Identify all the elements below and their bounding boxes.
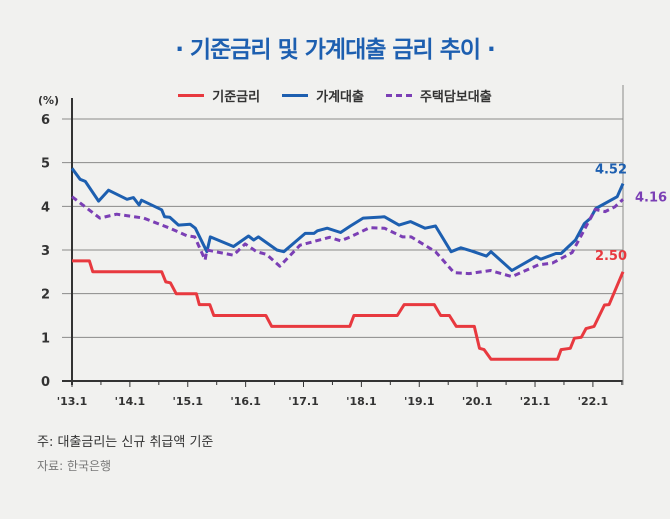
x-tick-label: '22.1 — [578, 395, 609, 408]
y-tick-label: 0 — [41, 375, 50, 390]
end-value-label: 4.16 — [635, 190, 667, 205]
x-tick-label: '21.1 — [520, 395, 551, 408]
y-tick-label: 4 — [41, 200, 50, 215]
x-tick-label: '13.1 — [57, 395, 88, 408]
series-line-3 — [71, 195, 625, 279]
end-value-label: 4.52 — [595, 163, 627, 178]
legend-swatch — [282, 94, 309, 97]
legend-swatch — [385, 94, 412, 97]
x-tick-label: '19.1 — [404, 395, 435, 408]
series-line-1 — [72, 259, 625, 361]
legend-item-mortgage: 주택담보대출 — [385, 86, 492, 105]
legend-item-base-rate: 기준금리 — [178, 86, 260, 105]
x-tick-label: '16.1 — [230, 395, 261, 408]
footnote: 주: 대출금리는 신규 취급액 기준 — [37, 435, 214, 450]
y-tick-label: 6 — [41, 113, 50, 128]
series-line-2 — [70, 167, 625, 272]
y-tick-label: 2 — [41, 288, 50, 303]
legend: 기준금리 가계대출 주택담보대출 — [0, 86, 670, 105]
legend-label: 기준금리 — [212, 90, 261, 105]
y-tick-label: 1 — [41, 331, 50, 346]
y-tick-label: 3 — [41, 244, 50, 259]
legend-swatch — [178, 94, 205, 97]
legend-label: 주택담보대출 — [419, 90, 492, 105]
x-tick-label: '20.1 — [462, 395, 493, 408]
y-tick-label: 5 — [41, 157, 50, 172]
legend-item-household-loan: 가계대출 — [282, 86, 364, 105]
x-tick-label: '17.1 — [288, 395, 319, 408]
y-axis-label: (%) — [38, 94, 59, 107]
x-tick-label: '15.1 — [172, 395, 203, 408]
end-value-label: 2.50 — [595, 249, 627, 264]
x-tick-label: '14.1 — [115, 395, 146, 408]
legend-label: 가계대출 — [316, 90, 364, 105]
chart-title: · 기준금리 및 가계대출 금리 추이 · — [175, 37, 496, 63]
source: 자료: 한국은행 — [37, 459, 112, 473]
x-tick-label: '18.1 — [346, 395, 377, 408]
